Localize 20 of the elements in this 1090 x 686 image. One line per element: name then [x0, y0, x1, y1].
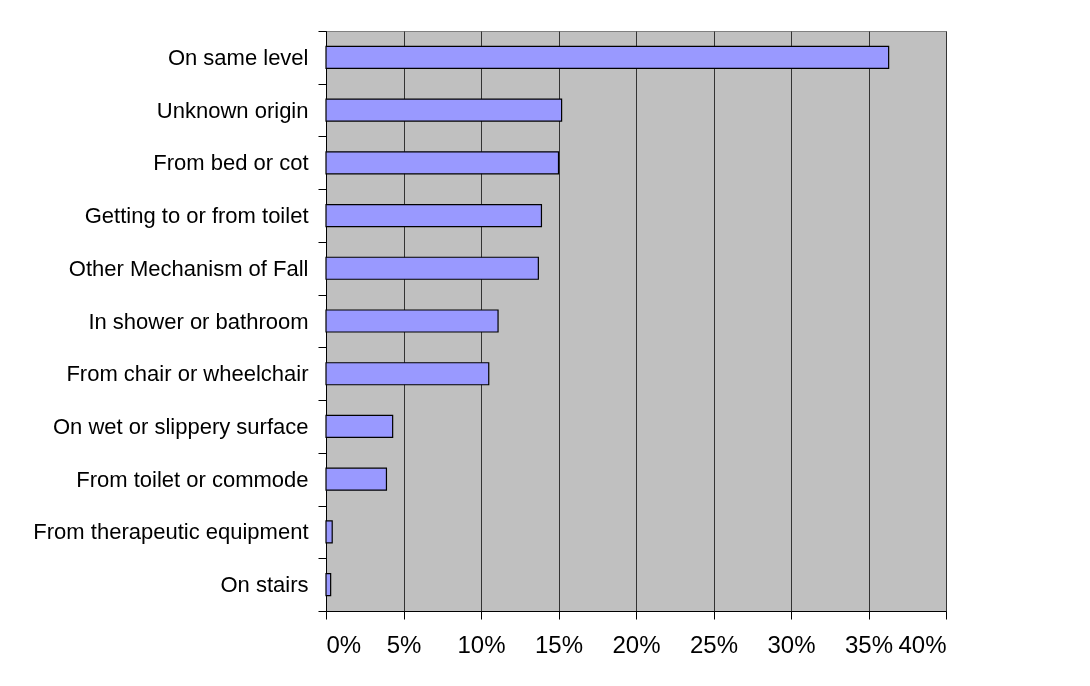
x-tick-label: 35%: [844, 630, 894, 658]
x-tick-label: 30%: [767, 630, 816, 658]
x-tick-label: 10%: [457, 630, 506, 658]
y-tick-label: From chair or wheelchair: [66, 361, 309, 387]
y-tick-label: In shower or bathroom: [88, 308, 309, 334]
x-tick-label: 0%: [326, 630, 362, 658]
x-tick-label: 25%: [689, 630, 739, 658]
x-tick-label: 40%: [898, 630, 947, 658]
y-tick-label: Other Mechanism of Fall: [68, 255, 309, 281]
y-tick-label: From therapeutic equipment: [33, 519, 309, 545]
y-tick-label: On stairs: [220, 572, 309, 598]
x-tick-label: 5%: [386, 630, 422, 658]
y-tick-label: From toilet or commode: [76, 466, 309, 492]
x-tick-label: 20%: [612, 630, 661, 658]
y-tick-label: Getting to or from toilet: [84, 203, 309, 229]
y-tick-label: On same level: [167, 44, 309, 70]
y-tick-label: On wet or slippery surface: [52, 413, 309, 439]
y-tick-label: Unknown origin: [156, 97, 309, 123]
y-tick-label: From bed or cot: [153, 150, 309, 176]
x-tick-label: 15%: [534, 630, 584, 658]
